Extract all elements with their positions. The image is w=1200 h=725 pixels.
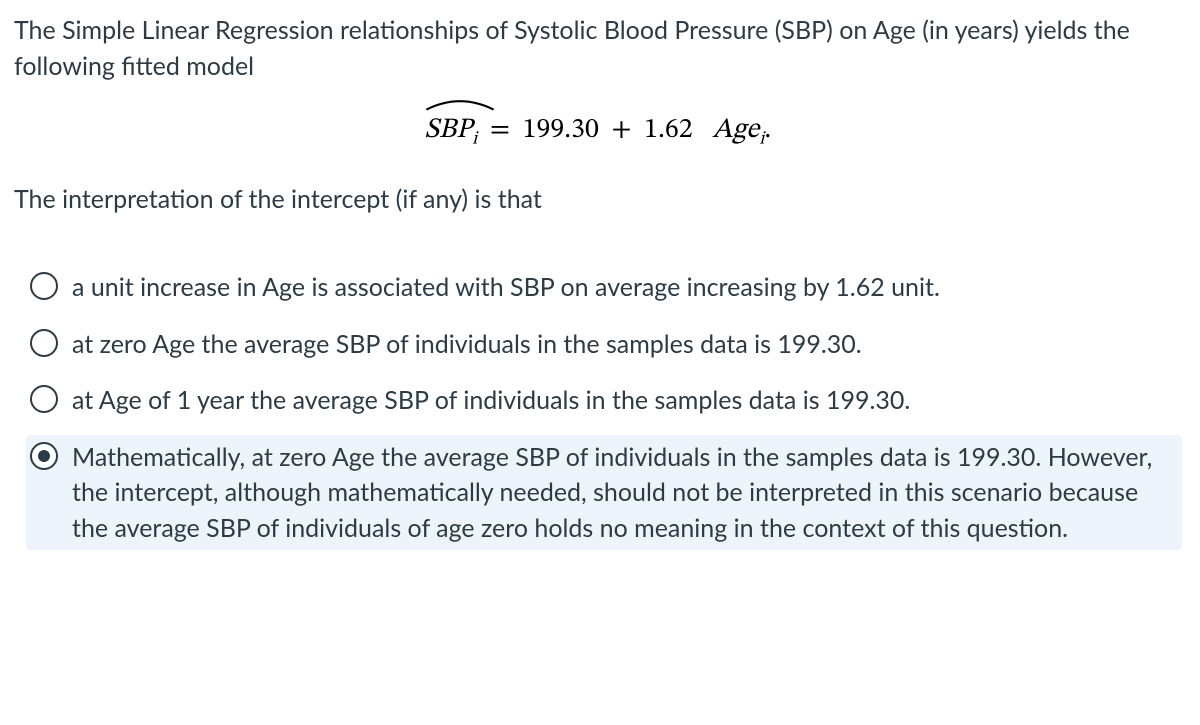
option-label: at zero Age the average SBP of individua… xyxy=(72,326,862,363)
option-3[interactable]: at Age of 1 year the average SBP of indi… xyxy=(26,378,1182,423)
options-list: a unit increase in Age is associated wit… xyxy=(14,265,1182,550)
radio-icon xyxy=(30,385,58,413)
option-1[interactable]: a unit increase in Age is associated wit… xyxy=(26,265,1182,310)
equation-rhs-var: Age xyxy=(712,116,759,144)
fitted-model-equation: SBPi = 199.30 + 1.62 Agei. xyxy=(14,113,1182,152)
radio-icon xyxy=(30,442,58,470)
hat-icon xyxy=(425,97,495,111)
option-2[interactable]: at zero Age the average SBP of individua… xyxy=(26,322,1182,367)
radio-icon xyxy=(30,272,58,300)
equation-lhs-symbol: SBP xyxy=(425,116,472,144)
question-container: The Simple Linear Regression relationshi… xyxy=(0,0,1200,550)
equation-intercept: 199.30 xyxy=(523,116,599,144)
option-label: Mathematically, at zero Age the average … xyxy=(72,439,1176,547)
option-4[interactable]: Mathematically, at zero Age the average … xyxy=(26,435,1182,551)
equals-sign: = xyxy=(484,116,516,144)
interpretation-prompt: The interpretation of the intercept (if … xyxy=(14,181,1182,217)
equation-slope: 1.62 xyxy=(644,116,692,144)
plus-sign: + xyxy=(605,116,637,144)
equation-period: . xyxy=(764,116,771,144)
radio-icon xyxy=(30,329,58,357)
equation-lhs-subscript: i xyxy=(472,130,477,148)
option-label: a unit increase in Age is associated wit… xyxy=(72,269,940,306)
option-label: at Age of 1 year the average SBP of indi… xyxy=(72,382,910,419)
question-intro: The Simple Linear Regression relationshi… xyxy=(14,12,1182,85)
